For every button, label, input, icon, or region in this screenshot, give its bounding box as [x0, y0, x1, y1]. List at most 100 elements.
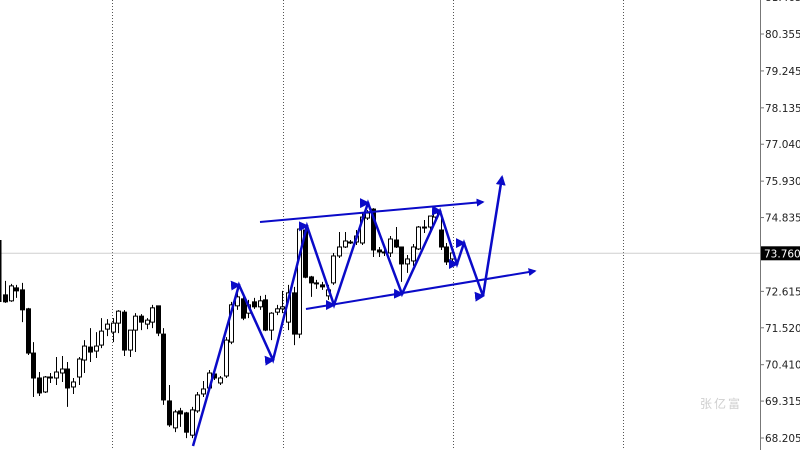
bullish-candle-body	[48, 376, 53, 379]
candle	[190, 406, 195, 439]
candle	[394, 227, 399, 248]
bullish-candle-body	[111, 322, 116, 333]
bullish-candle-body	[428, 215, 433, 228]
candle	[411, 243, 416, 266]
candle	[309, 275, 314, 297]
channel-lower-line[interactable]	[305, 268, 537, 310]
candle	[314, 279, 319, 289]
bullish-candle-body	[343, 240, 348, 248]
bearish-candle-body	[65, 368, 70, 389]
candle	[99, 318, 104, 349]
y-tick-label: 72.615	[765, 286, 800, 298]
bearish-candle-body	[309, 276, 314, 284]
y-tick-label: 78.135	[765, 103, 800, 115]
bearish-candle-body	[292, 292, 297, 335]
candle	[320, 281, 325, 290]
candle	[139, 314, 144, 331]
y-tick-label: 80.355	[765, 29, 800, 41]
bullish-candle-body	[94, 345, 99, 352]
candle	[195, 391, 200, 413]
bullish-candle-body	[348, 241, 353, 244]
watermark: 张亿富	[700, 397, 743, 411]
candle	[444, 242, 449, 265]
bearish-candle-body	[139, 315, 144, 323]
candle	[88, 328, 93, 363]
candle	[405, 254, 410, 273]
bullish-candle-body	[195, 394, 200, 412]
candle	[116, 310, 121, 334]
y-tick-label: 71.520	[765, 323, 800, 335]
bullish-candle-body	[116, 310, 121, 324]
bearish-candle-body	[394, 239, 399, 248]
bullish-candle-body	[258, 300, 263, 308]
bullish-candle-body	[43, 376, 48, 393]
bullish-candle-body	[82, 345, 87, 361]
zigzag-path[interactable]	[191, 175, 506, 447]
bearish-candle-body	[122, 311, 127, 351]
bullish-candle-body	[224, 339, 229, 377]
candle	[343, 232, 348, 248]
bearish-candle-body	[37, 377, 42, 394]
candle	[224, 337, 229, 378]
bullish-candle-body	[297, 228, 302, 335]
candle	[184, 411, 189, 439]
bearish-candle-body	[314, 282, 319, 285]
bullish-candle-body	[71, 381, 76, 388]
bearish-candle-body	[26, 308, 31, 354]
bullish-candle-body	[145, 319, 150, 325]
bearish-candle-body	[178, 410, 183, 415]
bearish-candle-body	[377, 249, 382, 253]
bearish-candle-body	[88, 346, 93, 353]
candle	[122, 310, 127, 357]
candle	[348, 240, 353, 244]
candle	[331, 252, 336, 285]
bearish-candle-body	[252, 301, 257, 308]
bullish-candle-body	[365, 212, 370, 219]
candle	[60, 356, 65, 382]
bearish-candle-body	[241, 298, 246, 319]
current-price-badge	[761, 246, 800, 261]
candle	[111, 318, 116, 343]
bullish-candle-body	[388, 238, 393, 254]
bearish-candle-body	[161, 333, 166, 401]
bearish-candle-body	[31, 352, 36, 379]
bullish-candle-body	[280, 306, 285, 310]
bearish-candle-body	[444, 246, 449, 263]
candle	[258, 295, 263, 310]
bearish-candle-body	[20, 289, 25, 311]
candle	[128, 329, 133, 358]
candle	[43, 375, 48, 393]
bullish-candle-body	[150, 307, 155, 323]
bearish-candle-body	[184, 412, 189, 433]
candle	[105, 319, 110, 337]
y-tick-label: 75.930	[765, 176, 800, 188]
bullish-candle-body	[269, 312, 274, 331]
bearish-candle-body	[422, 226, 427, 229]
bearish-candle-body	[156, 305, 161, 334]
bearish-candle-body	[320, 284, 325, 288]
candle	[48, 373, 53, 383]
bearish-candle-body	[3, 294, 8, 303]
trend-drawings[interactable]	[191, 175, 537, 447]
candle	[416, 226, 421, 250]
bullish-candle-body	[105, 323, 110, 330]
candle	[173, 409, 178, 433]
candle	[14, 284, 19, 298]
bearish-candle-body	[263, 299, 268, 331]
bearish-candle-body	[399, 246, 404, 265]
bullish-candle-body	[405, 258, 410, 265]
bearish-candle-body	[439, 229, 444, 248]
bullish-candle-body	[133, 315, 138, 331]
candle	[178, 407, 183, 427]
candle	[150, 304, 155, 329]
candle	[37, 372, 42, 396]
candle	[54, 357, 59, 385]
candle	[31, 342, 36, 397]
y-tick-label: 70.410	[765, 360, 800, 372]
bearish-candle-body	[14, 287, 19, 292]
candle	[337, 232, 342, 258]
candle	[156, 305, 161, 337]
bullish-candle-body	[99, 330, 104, 346]
